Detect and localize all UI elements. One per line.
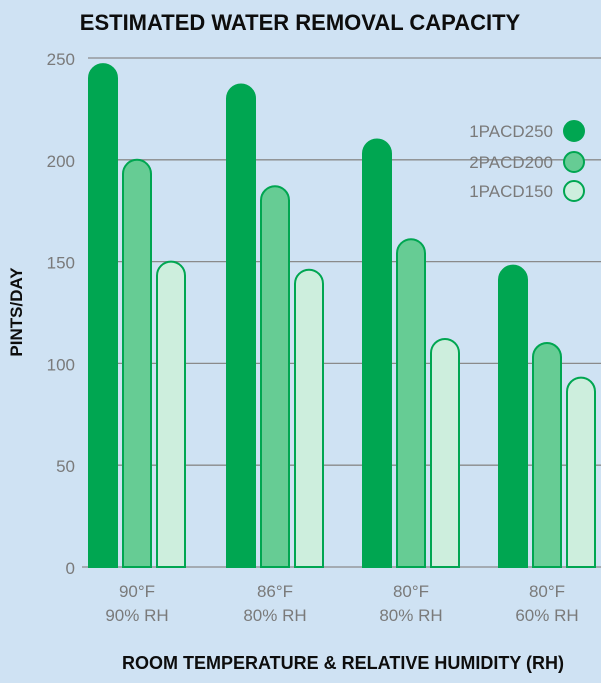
x-tick-label: 80°F <box>529 582 565 601</box>
bar <box>362 138 392 568</box>
legend-swatch <box>563 120 585 142</box>
bar <box>122 158 152 568</box>
bar <box>226 83 256 568</box>
bar <box>566 376 596 568</box>
x-tick-label: 86°F <box>257 582 293 601</box>
bar <box>88 63 118 568</box>
bar <box>294 268 324 568</box>
x-tick-label: 80% RH <box>379 606 442 625</box>
legend: 1PACD250 2PACD200 1PACD150 <box>469 120 585 202</box>
y-axis-label: PINTS/DAY <box>7 267 26 357</box>
y-tick-label: 0 <box>66 559 75 578</box>
y-tick-label: 200 <box>47 152 75 171</box>
bar <box>156 260 186 568</box>
legend-label: 1PACD250 <box>469 122 553 141</box>
y-tick-label: 50 <box>56 457 75 476</box>
plot-area: 0 50 100 150 200 250 90°F 90% RH 86°F 80% RH 80°F 8… <box>47 50 601 625</box>
bar <box>396 238 426 568</box>
bar <box>260 185 290 568</box>
x-tick-label: 80°F <box>393 582 429 601</box>
legend-label: 1PACD150 <box>469 182 553 201</box>
legend-label: 2PACD200 <box>469 153 553 172</box>
legend-swatch <box>563 151 585 173</box>
x-tick-label: 90% RH <box>105 606 168 625</box>
legend-swatch <box>563 180 585 202</box>
y-tick-label: 150 <box>47 254 75 273</box>
x-tick-label: 90°F <box>119 582 155 601</box>
y-tick-label: 100 <box>47 355 75 374</box>
bar <box>498 264 528 568</box>
x-tick-label: 80% RH <box>243 606 306 625</box>
bar <box>430 338 460 568</box>
x-axis-label: ROOM TEMPERATURE & RELATIVE HUMIDITY (RH… <box>122 653 564 673</box>
bar <box>532 342 562 568</box>
x-tick-label: 60% RH <box>515 606 578 625</box>
chart-title: ESTIMATED WATER REMOVAL CAPACITY <box>80 10 521 35</box>
y-tick-label: 250 <box>47 50 75 69</box>
